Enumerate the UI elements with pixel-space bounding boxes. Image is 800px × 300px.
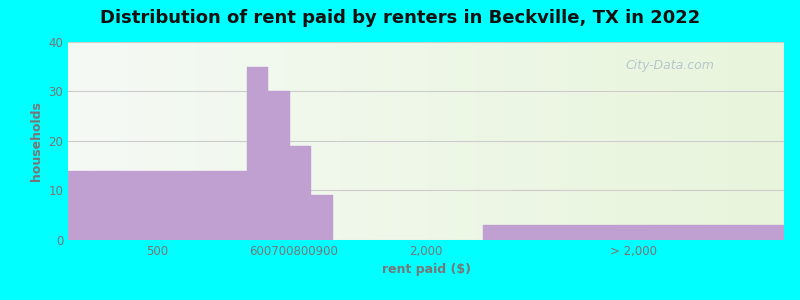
Y-axis label: households: households xyxy=(30,101,42,181)
Bar xyxy=(311,196,333,240)
X-axis label: rent paid ($): rent paid ($) xyxy=(382,263,470,276)
Text: Distribution of rent paid by renters in Beckville, TX in 2022: Distribution of rent paid by renters in … xyxy=(100,9,700,27)
Bar xyxy=(483,225,784,240)
Bar xyxy=(68,171,247,240)
Bar xyxy=(269,92,290,240)
Bar xyxy=(290,146,311,240)
Text: City-Data.com: City-Data.com xyxy=(625,59,714,72)
Bar xyxy=(247,67,269,240)
